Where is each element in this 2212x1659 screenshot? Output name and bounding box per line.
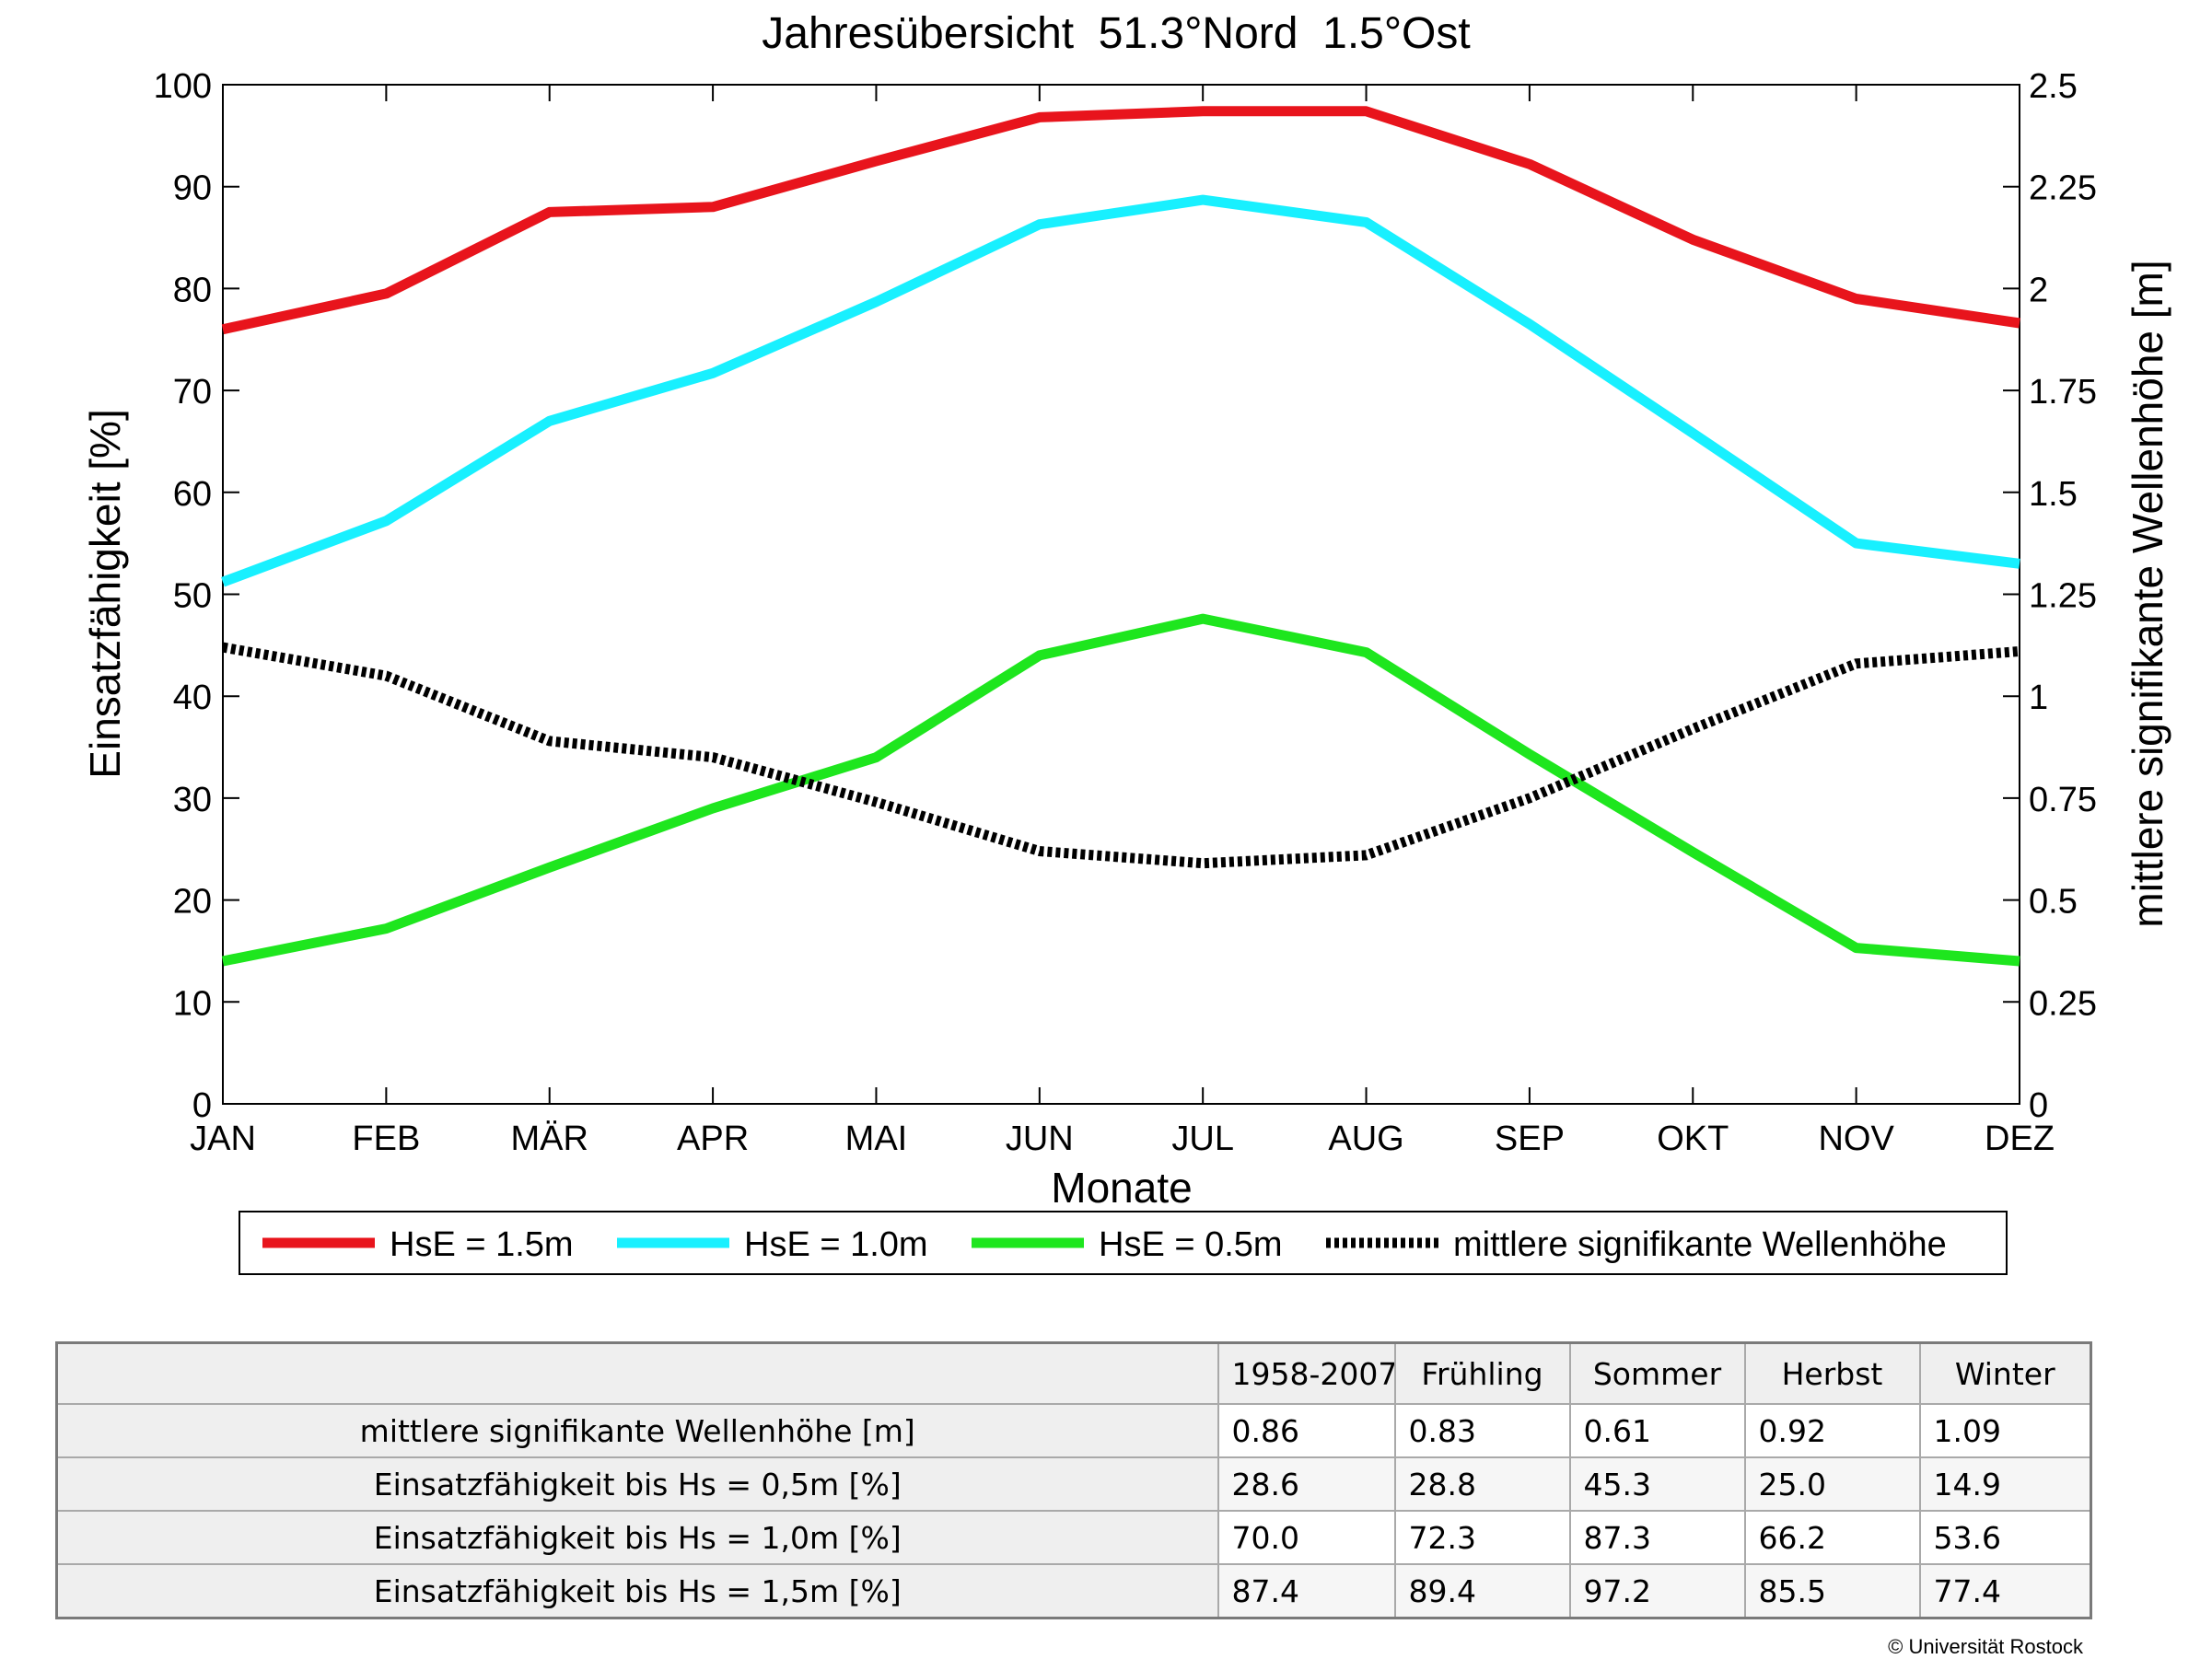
x-tick-label: NOV <box>1818 1120 1894 1158</box>
x-tick-label: MÄR <box>511 1120 588 1158</box>
x-tick-label: APR <box>677 1120 749 1158</box>
y-tick-label: 100 <box>154 67 212 106</box>
table-row-label: Einsatzfähigkeit bis Hs = 0,5m [%] <box>55 1456 1219 1512</box>
table-row-label: mittlere signifikante Wellenhöhe [m] <box>55 1403 1219 1458</box>
series-line-2 <box>221 613 2020 967</box>
table-cell: 72.3 <box>1393 1510 1571 1565</box>
series-line-0 <box>221 106 2020 335</box>
y-tick-label: 90 <box>173 169 212 208</box>
table-cell: 85.5 <box>1743 1563 1921 1619</box>
table-cell: 87.4 <box>1217 1563 1396 1619</box>
y-tick-label: 60 <box>173 475 212 514</box>
legend: HsE = 1.5m HsE = 1.0m HsE = 0.5m mittlere s… <box>239 1211 2008 1275</box>
y-tick-label: 20 <box>173 883 212 922</box>
x-tick-label: AUG <box>1328 1120 1403 1158</box>
y2-tick-label: 0.25 <box>2029 984 2097 1023</box>
table-cell: 0.83 <box>1393 1403 1571 1458</box>
table-row: Einsatzfähigkeit bis Hs = 0,5m [%] 28.6 … <box>55 1456 2092 1512</box>
table-cell: 70.0 <box>1217 1510 1396 1565</box>
x-tick-label: JUL <box>1171 1120 1234 1158</box>
y2-tick-label: 1.75 <box>2029 373 2097 412</box>
y2-tick-label: 1.25 <box>2029 577 2097 616</box>
summary-table: 1958-2007 Frühling Sommer Herbst Winter … <box>55 1341 2092 1619</box>
table-cell: 97.2 <box>1568 1563 1746 1619</box>
y-tick-label: 70 <box>173 373 212 412</box>
table-cell: 0.86 <box>1217 1403 1396 1458</box>
axis-ticks: 0 10 20 30 40 50 60 70 80 90 100 0 0.25 0.5 0.75 1 1.25 1… <box>154 67 2097 1158</box>
table-cell: 1.09 <box>1918 1403 2092 1458</box>
y2-tick-label: 0.75 <box>2029 781 2097 819</box>
x-tick-label: JAN <box>190 1120 256 1158</box>
y2-tick-label: 1 <box>2029 679 2048 717</box>
table-header-cell: 1958-2007 <box>1217 1341 1396 1405</box>
y2-tick-label: 2.25 <box>2029 169 2097 208</box>
table-row-label: Einsatzfähigkeit bis Hs = 1,5m [%] <box>55 1563 1219 1619</box>
table-cell: 28.8 <box>1393 1456 1571 1512</box>
legend-label-1: HsE = 1.0m <box>744 1225 928 1264</box>
x-tick-label: SEP <box>1495 1120 1565 1158</box>
series-line-3 <box>222 642 2020 869</box>
table-cell: 66.2 <box>1743 1510 1921 1565</box>
x-tick-label: DEZ <box>1985 1120 2055 1158</box>
table-header-row: 1958-2007 Frühling Sommer Herbst Winter <box>55 1341 2092 1405</box>
y2-axis-label: mittlere signifikante Wellenhöhe [m] <box>2124 260 2171 927</box>
table-cell: 77.4 <box>1918 1563 2092 1619</box>
y-tick-label: 50 <box>173 577 212 616</box>
x-axis-label: Monate <box>1051 1164 1192 1212</box>
chart-title: Jahresübersicht 51.3°Nord 1.5°Ost <box>762 9 1470 58</box>
series-line-1 <box>221 194 2020 587</box>
x-tick-label: FEB <box>352 1120 420 1158</box>
y-tick-label: 80 <box>173 271 212 309</box>
y2-tick-label: 2.5 <box>2029 67 2078 106</box>
y-tick-label: 10 <box>173 984 212 1023</box>
table-header-cell <box>55 1341 1219 1405</box>
y-tick-label: 40 <box>173 679 212 717</box>
table-cell: 0.92 <box>1743 1403 1921 1458</box>
legend-label-0: HsE = 1.5m <box>390 1225 574 1264</box>
table-cell: 87.3 <box>1568 1510 1746 1565</box>
table-row: mittlere signifikante Wellenhöhe [m] 0.8… <box>55 1403 2092 1458</box>
table-cell: 45.3 <box>1568 1456 1746 1512</box>
table-row: Einsatzfähigkeit bis Hs = 1,5m [%] 87.4 … <box>55 1563 2092 1619</box>
x-tick-label: JUN <box>1006 1120 1074 1158</box>
x-tick-label: OKT <box>1657 1120 1729 1158</box>
table-cell: 25.0 <box>1743 1456 1921 1512</box>
y2-tick-label: 0 <box>2029 1086 2048 1125</box>
table-cell: 14.9 <box>1918 1456 2092 1512</box>
table-cell: 53.6 <box>1918 1510 2092 1565</box>
legend-box <box>239 1211 2008 1275</box>
table-cell: 0.61 <box>1568 1403 1746 1458</box>
table-header-cell: Sommer <box>1568 1341 1746 1405</box>
table-header-cell: Frühling <box>1393 1341 1571 1405</box>
y2-tick-label: 2 <box>2029 271 2048 309</box>
legend-label-3: mittlere signifikante Wellenhöhe <box>1453 1225 1947 1264</box>
y2-tick-label: 1.5 <box>2029 475 2078 514</box>
table-cell: 28.6 <box>1217 1456 1396 1512</box>
legend-label-2: HsE = 0.5m <box>1099 1225 1283 1264</box>
series-lines <box>221 106 2020 967</box>
y-tick-label: 0 <box>192 1086 212 1125</box>
table-row-label: Einsatzfähigkeit bis Hs = 1,0m [%] <box>55 1510 1219 1565</box>
copyright-credit: © Universität Rostock <box>1888 1635 2083 1658</box>
table-header-cell: Herbst <box>1743 1341 1921 1405</box>
y-axis-label: Einsatzfähigkeit [%] <box>81 409 129 778</box>
table-header-cell: Winter <box>1918 1341 2092 1405</box>
y2-tick-label: 0.5 <box>2029 883 2078 922</box>
y-tick-label: 30 <box>173 781 212 819</box>
table-cell: 89.4 <box>1393 1563 1571 1619</box>
table-row: Einsatzfähigkeit bis Hs = 1,0m [%] 70.0 … <box>55 1510 2092 1565</box>
x-tick-label: MAI <box>845 1120 908 1158</box>
